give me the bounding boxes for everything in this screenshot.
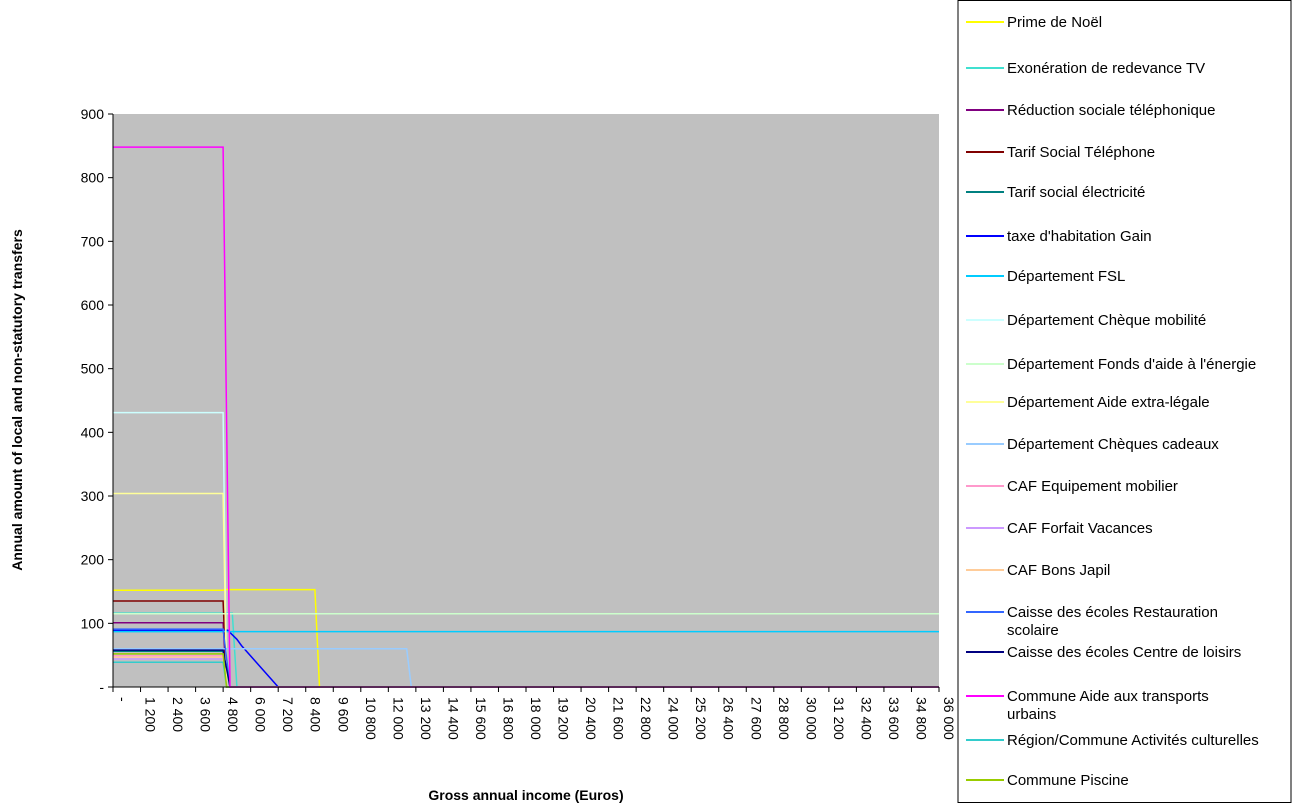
x-tick-label: 20 400 [583,697,599,740]
legend-label: CAF Equipement mobilier [1007,478,1178,495]
x-tick-label: 3 600 [198,697,214,732]
legend: Prime de Noël Exonération de redevance TV… [957,0,1292,803]
legend-label: CAF Forfait Vacances [1007,520,1153,537]
x-tick-label: 12 000 [390,697,406,740]
legend-label: Prime de Noël [1007,14,1102,31]
x-tick-label: 1 200 [143,697,159,732]
y-tick-label: 900 [81,106,105,122]
legend-label: Département Fonds d'aide à l'énergie [1007,356,1256,373]
legend-label: Commune Aide aux transports urbains [1007,688,1209,723]
x-tick-label: 32 400 [858,697,874,740]
y-tick-label: - [99,679,104,695]
x-tick-label: 34 800 [913,697,929,740]
legend-items: Prime de Noël Exonération de redevance TV… [966,14,1259,789]
x-tick-label: 31 200 [831,697,847,740]
x-tick-label: 18 000 [528,697,544,740]
x-tick-label: 4 800 [225,697,241,732]
legend-label: Tarif Social Téléphone [1007,144,1155,161]
x-tick-label: 16 800 [500,697,516,740]
x-tick-label: 25 200 [693,697,709,740]
legend-label: Réduction sociale téléphonique [1007,102,1215,119]
y-tick-label: 400 [81,424,105,440]
x-tick-label: - [115,697,131,702]
x-tick-label: 36 000 [941,697,957,740]
x-axis-ticks: - 1 200 2 400 3 600 4 800 6 000 7 200 8 400 9 60… [112,687,957,740]
legend-label: Caisse des écoles Restauration scolaire [1007,604,1218,639]
x-tick-label: 27 600 [748,697,764,740]
y-tick-label: 800 [81,170,105,186]
x-tick-label: 7 200 [280,697,296,732]
x-tick-label: 28 800 [776,697,792,740]
y-tick-label: 200 [81,552,105,568]
x-tick-label: 13 200 [418,697,434,740]
x-tick-label: 26 400 [721,697,737,740]
x-tick-label: 33 600 [886,697,902,740]
legend-label: Département Aide extra-légale [1007,394,1210,411]
x-tick-label: 10 800 [363,697,379,740]
legend-label: Département FSL [1007,268,1125,285]
legend-label: Tarif social électricité [1007,184,1145,201]
legend-label: Caisse des écoles Centre de loisirs [1007,644,1241,661]
x-tick-label: 22 800 [638,697,654,740]
legend-box [957,0,1292,803]
y-tick-label: 100 [81,615,105,631]
x-tick-label: 30 000 [803,697,819,740]
x-tick-label: 2 400 [170,697,186,732]
y-tick-label: 600 [81,297,105,313]
legend-label: Exonération de redevance TV [1007,60,1205,77]
legend-label: Commune Piscine [1007,772,1129,789]
x-tick-label: 8 400 [308,697,324,732]
y-axis-ticks: - 100 200 300 400 500 600 700 800 900 [81,106,113,695]
legend-label: CAF Bons Japil [1007,562,1110,579]
legend-label: Région/Commune Activités culturelles [1007,732,1259,749]
x-tick-label: 21 600 [611,697,627,740]
legend-label: Département Chèque mobilité [1007,312,1206,329]
legend-label: taxe d'habitation Gain [1007,228,1152,245]
x-tick-label: 19 200 [556,697,572,740]
x-tick-label: 14 400 [445,697,461,740]
y-tick-label: 300 [81,488,105,504]
y-axis-title: Annual amount of local and non-statutory… [9,229,25,571]
x-tick-label: 24 000 [666,697,682,740]
plot-area [113,114,939,687]
y-tick-label: 500 [81,361,105,377]
x-tick-label: 9 600 [335,697,351,732]
x-tick-label: 6 000 [253,697,269,732]
x-axis-title: Gross annual income (Euros) [428,787,623,803]
x-tick-label: 15 600 [473,697,489,740]
y-tick-label: 700 [81,233,105,249]
legend-label: Département Chèques cadeaux [1007,436,1219,453]
